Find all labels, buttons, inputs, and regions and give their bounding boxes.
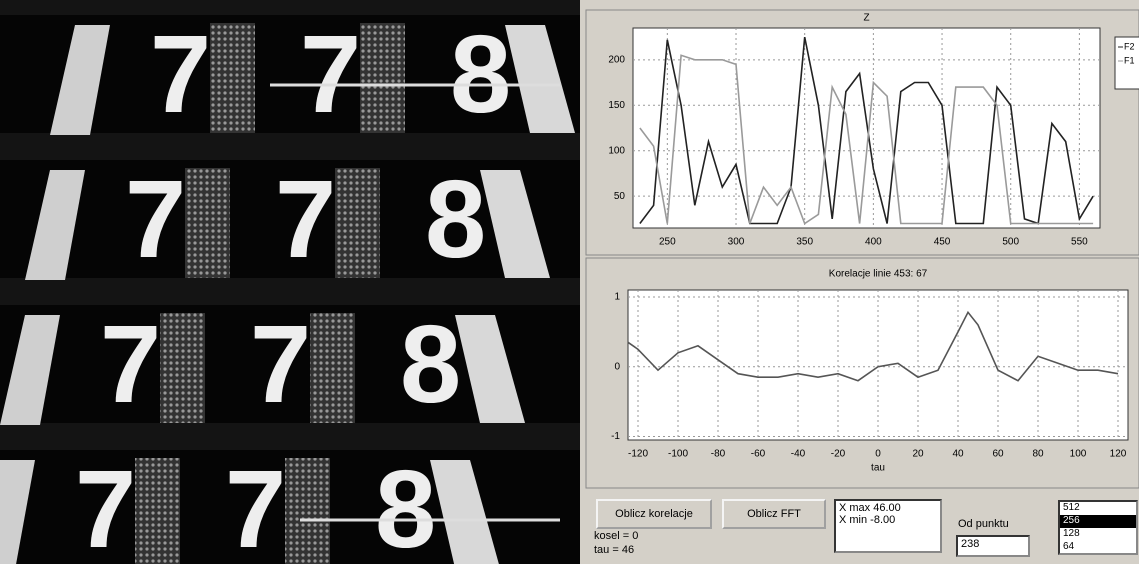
- x-tick-label: 500: [1002, 237, 1019, 248]
- x-tick-label: 120: [1110, 449, 1127, 460]
- x-tick-label: 60: [992, 449, 1004, 460]
- result-line: X min -8.00: [839, 514, 896, 526]
- x-tick-label: 80: [1032, 449, 1044, 460]
- hatch-patch: [185, 168, 230, 278]
- result-line: X max 46.00: [839, 502, 901, 514]
- results-box[interactable]: X max 46.00 X min -8.00: [834, 499, 942, 553]
- digit: 8: [375, 448, 436, 564]
- light-bar: [50, 25, 110, 135]
- series-line: [639, 36, 1094, 225]
- x-tick-label: 20: [912, 449, 924, 460]
- size-list[interactable]: 512 256 128 64: [1058, 500, 1138, 555]
- series-line: [639, 54, 1094, 225]
- hatch-patch: [135, 458, 180, 564]
- x-tick-label: -120: [628, 449, 648, 460]
- light-bar: [455, 315, 525, 423]
- x-tick-label: -20: [831, 449, 846, 460]
- x-tick-label: -100: [668, 449, 688, 460]
- y-tick-label: 100: [608, 145, 625, 156]
- chart-title: Z: [863, 13, 869, 24]
- correlation-button[interactable]: Oblicz korelacje: [596, 499, 712, 529]
- digit: 7: [125, 158, 186, 281]
- y-tick-label: 50: [614, 191, 626, 202]
- hatch-patch: [285, 458, 330, 564]
- hatch-patch: [210, 23, 255, 133]
- status-text: kosel = 0: [594, 530, 639, 542]
- light-bar: [0, 315, 60, 425]
- panel: [585, 257, 1139, 489]
- digit: 7: [100, 303, 161, 426]
- y-tick-label: 1: [614, 292, 620, 303]
- start-label: Od punktu: [958, 518, 1009, 530]
- x-tick-label: 0: [875, 449, 881, 460]
- status-text: tau = 46: [594, 544, 635, 556]
- x-tick-label: 40: [952, 449, 964, 460]
- x-tick-label: 400: [865, 237, 882, 248]
- x-tick-label: 350: [796, 237, 813, 248]
- legend-label: F2: [1124, 41, 1135, 51]
- series-line: [627, 310, 1119, 382]
- y-tick-label: 200: [608, 54, 625, 65]
- x-tick-label: 450: [934, 237, 951, 248]
- legend: [1114, 36, 1139, 90]
- x-tick-label: -60: [751, 449, 766, 460]
- light-bar: [480, 170, 550, 278]
- light-bar: [505, 25, 575, 133]
- list-item[interactable]: 128: [1063, 528, 1080, 539]
- start-input[interactable]: 238: [956, 535, 1030, 557]
- digit: 8: [425, 158, 486, 281]
- x-axis-label: tau: [871, 463, 885, 474]
- digit: 7: [225, 448, 286, 564]
- x-tick-label: 250: [659, 237, 676, 248]
- fft-button[interactable]: Oblicz FFT: [722, 499, 826, 529]
- digit: 7: [150, 13, 211, 136]
- digit: 7: [275, 158, 336, 281]
- list-item[interactable]: 512: [1063, 502, 1080, 513]
- digit: 7: [75, 448, 136, 564]
- plot-area: [632, 27, 1101, 229]
- x-tick-label: 300: [728, 237, 745, 248]
- hatch-patch: [160, 313, 205, 423]
- digit: 8: [400, 303, 461, 426]
- x-tick-label: 550: [1071, 237, 1088, 248]
- digit: 8: [450, 13, 511, 136]
- list-item[interactable]: 64: [1063, 541, 1075, 552]
- hatch-patch: [310, 313, 355, 423]
- hatch-patch: [360, 23, 405, 133]
- x-tick-label: -40: [791, 449, 806, 460]
- legend-label: F1: [1124, 55, 1135, 65]
- light-bar: [25, 170, 85, 280]
- digit: 7: [250, 303, 311, 426]
- light-bar: [430, 460, 499, 564]
- hatch-patch: [335, 168, 380, 278]
- y-tick-label: 150: [608, 100, 625, 111]
- x-tick-label: -80: [711, 449, 726, 460]
- chart-title: Korelacje linie 453: 67: [829, 269, 928, 280]
- panel: [585, 9, 1139, 256]
- camera-image: 7 7 87 7 87 7 87 7 8: [0, 0, 580, 564]
- list-item[interactable]: 256: [1060, 515, 1136, 528]
- light-bar: [0, 460, 35, 564]
- digit: 7: [300, 13, 361, 136]
- x-tick-label: 100: [1070, 449, 1087, 460]
- y-tick-label: 0: [614, 361, 620, 372]
- y-tick-label: -1: [611, 431, 620, 442]
